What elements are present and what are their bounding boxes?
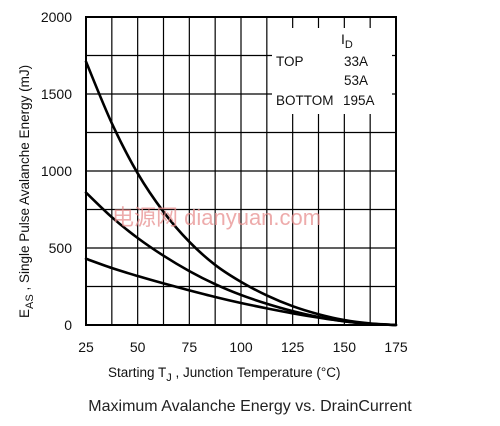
x-tick-label: 50 — [130, 339, 146, 355]
legend-row-label-top: TOP — [276, 54, 304, 69]
x-tick-label: 100 — [229, 339, 253, 355]
y-axis-title: EAS , Single Pulse Avalanche Energy (mJ) — [17, 65, 36, 318]
legend-row-value-53a: 53A — [344, 73, 368, 88]
chart-caption: Maximum Avalanche Energy vs. DrainCurren… — [88, 398, 412, 415]
y-tick-label: 1000 — [41, 163, 72, 179]
x-axis-title: Starting TJ , Junction Temperature (°C) — [108, 365, 341, 384]
y-tick-label: 0 — [64, 317, 72, 333]
y-axis-title-rest: , Single Pulse Avalanche Energy (mJ) — [17, 65, 32, 294]
y-tick-label: 1500 — [41, 86, 72, 102]
plot-frame — [85, 16, 397, 326]
legend-row-label-bottom: BOTTOM — [276, 93, 334, 108]
series-curve-3 — [84, 257, 398, 327]
y-tick-labels: 0 500 1000 1500 2000 — [41, 9, 72, 333]
x-tick-label: 125 — [281, 339, 305, 355]
y-tick-label: 500 — [49, 240, 73, 256]
x-tick-label: 175 — [384, 339, 408, 355]
legend-header-main: I — [341, 31, 345, 47]
legend-header-sub: D — [345, 39, 353, 51]
legend-background — [272, 28, 392, 114]
watermark-text: 电源网 dianyuan.com — [112, 205, 321, 230]
x-axis-title-rest: , Junction Temperature (°C) — [172, 365, 341, 380]
legend: ID TOP 33A 53A BOTTOM 195A — [272, 28, 392, 114]
y-axis-title-sub: AS — [24, 294, 36, 309]
x-tick-label: 150 — [333, 339, 357, 355]
x-tick-labels: 25 50 75 100 125 150 175 — [78, 339, 408, 355]
curves — [84, 60, 398, 327]
x-tick-label: 75 — [182, 339, 198, 355]
legend-row-value-195a: 195A — [343, 93, 375, 108]
avalanche-energy-chart: 25 50 75 100 125 150 175 0 500 1000 1500 2000 ID T… — [17, 9, 408, 384]
x-tick-label: 25 — [78, 339, 94, 355]
y-tick-label: 2000 — [41, 9, 72, 25]
x-axis-title-main: Starting T — [108, 365, 166, 380]
x-axis-title-sub: J — [166, 372, 172, 384]
y-axis-title-main: E — [17, 309, 32, 318]
legend-row-value-33a: 33A — [344, 54, 368, 69]
legend-header: ID — [341, 31, 353, 51]
